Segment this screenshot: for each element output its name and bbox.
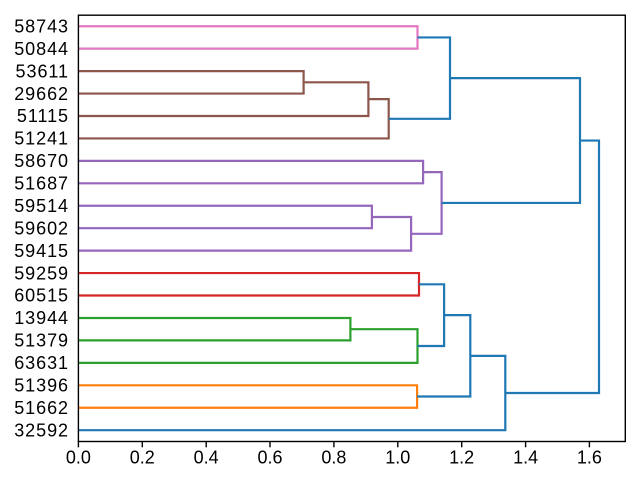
- svg-text:58670: 58670: [14, 151, 69, 171]
- svg-text:1.2: 1.2: [449, 448, 474, 468]
- svg-text:58743: 58743: [14, 16, 69, 36]
- svg-text:29662: 29662: [14, 84, 69, 104]
- svg-text:1.0: 1.0: [385, 448, 410, 468]
- svg-text:59602: 59602: [14, 218, 69, 238]
- svg-text:0.8: 0.8: [321, 448, 346, 468]
- svg-text:63631: 63631: [14, 353, 69, 373]
- svg-text:0.2: 0.2: [130, 448, 155, 468]
- svg-text:51241: 51241: [14, 129, 69, 149]
- svg-text:51687: 51687: [14, 174, 69, 194]
- svg-text:32592: 32592: [14, 420, 69, 440]
- svg-text:0.4: 0.4: [194, 448, 219, 468]
- svg-text:1.6: 1.6: [577, 448, 602, 468]
- svg-text:51396: 51396: [14, 376, 69, 396]
- svg-text:50844: 50844: [14, 39, 69, 59]
- svg-text:60515: 60515: [14, 286, 69, 306]
- svg-text:51115: 51115: [17, 106, 69, 126]
- svg-text:59259: 59259: [14, 263, 69, 283]
- svg-text:51379: 51379: [14, 331, 69, 351]
- svg-text:13944: 13944: [14, 308, 69, 328]
- svg-text:53611: 53611: [16, 61, 69, 81]
- svg-text:51662: 51662: [14, 398, 69, 418]
- svg-text:1.4: 1.4: [513, 448, 538, 468]
- svg-text:0.6: 0.6: [257, 448, 282, 468]
- svg-text:59415: 59415: [14, 241, 69, 261]
- svg-text:59514: 59514: [14, 196, 69, 216]
- svg-text:0.0: 0.0: [66, 448, 91, 468]
